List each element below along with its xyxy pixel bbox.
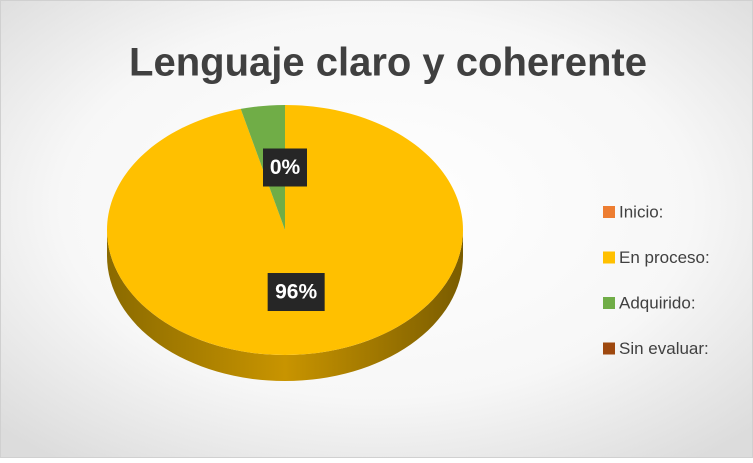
data-label-box bbox=[267, 273, 325, 312]
legend-swatch bbox=[603, 251, 615, 264]
legend-swatch bbox=[603, 342, 615, 355]
pie-side bbox=[107, 230, 463, 381]
legend-label: Sin evaluar: bbox=[619, 339, 709, 358]
chart-title: Lenguaje claro y coherente bbox=[129, 41, 647, 85]
data-label: 0% bbox=[270, 156, 301, 179]
pie-slice bbox=[240, 105, 285, 230]
legend-label: En proceso: bbox=[619, 248, 710, 267]
legend-swatch bbox=[603, 297, 615, 309]
data-label-box bbox=[263, 148, 307, 187]
data-label: 96% bbox=[275, 281, 317, 304]
legend-label: Adquirido: bbox=[619, 293, 696, 312]
legend-swatch bbox=[603, 206, 615, 218]
pie-slice bbox=[106, 105, 463, 355]
legend-label: Inicio: bbox=[619, 202, 663, 221]
